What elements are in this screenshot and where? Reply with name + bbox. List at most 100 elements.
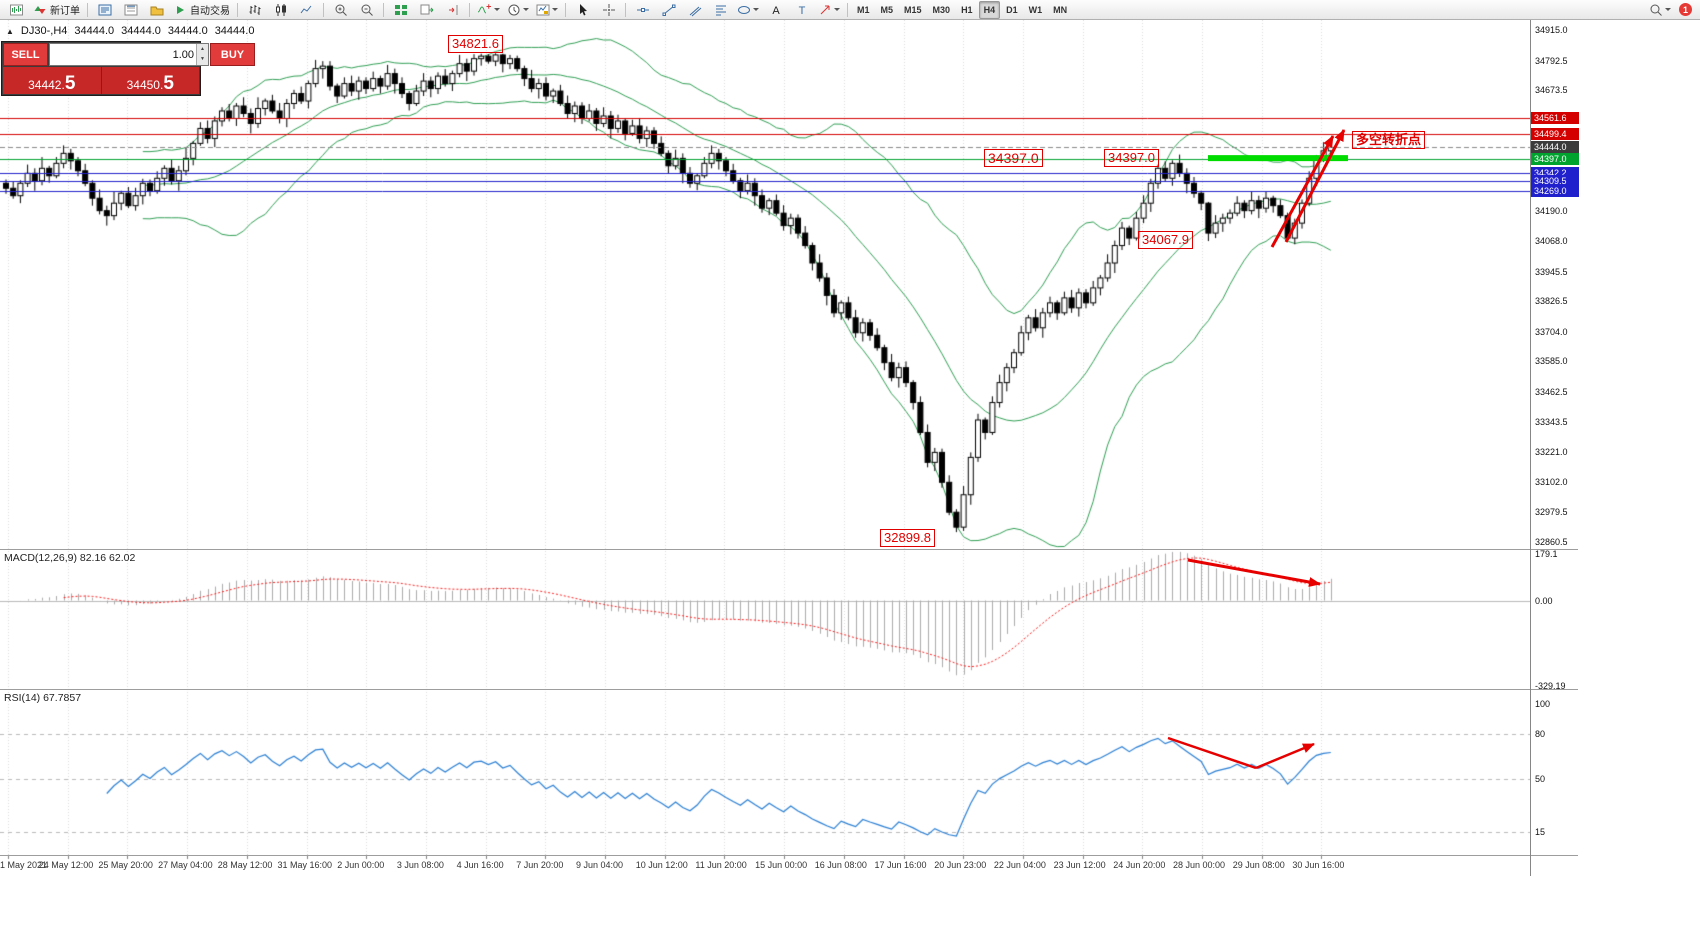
annotation-bottom-price: 32899.8 xyxy=(880,529,935,548)
zoom-out-button[interactable] xyxy=(354,0,379,19)
time-tick-label: 1 May 2021 xyxy=(0,860,48,870)
line-chart-button[interactable] xyxy=(294,0,319,19)
price-level-tag[interactable]: 34444.0 xyxy=(1531,141,1579,154)
periods-button[interactable] xyxy=(504,0,532,19)
channel-button[interactable] xyxy=(682,0,707,19)
time-tick-label: 31 May 16:00 xyxy=(277,860,333,870)
buy-price: 34450. 5 xyxy=(101,67,199,94)
price-chart-canvas[interactable] xyxy=(0,20,1530,876)
buy-button[interactable]: BUY xyxy=(210,43,255,66)
price-tick-label: 32979.5 xyxy=(1535,507,1568,518)
time-tick-label: 11 Jun 20:00 xyxy=(695,860,747,870)
dropdown-caret-icon xyxy=(834,8,840,11)
data-window-button[interactable] xyxy=(118,0,143,19)
toolbar-separator xyxy=(625,2,626,17)
price-level-tag[interactable]: 34499.4 xyxy=(1531,127,1579,140)
timeframe-mn-button[interactable]: MN xyxy=(1053,4,1068,15)
candlestick-chart-button[interactable] xyxy=(268,0,293,19)
rsi-indicator-label: RSI(14) 67.7857 xyxy=(4,692,82,704)
crosshair-button[interactable] xyxy=(596,0,621,19)
svg-text:A: A xyxy=(772,5,780,17)
templates-button[interactable] xyxy=(533,0,561,19)
horizontal-line-button[interactable] xyxy=(630,0,655,19)
ohlc-close: 34444.0 xyxy=(214,25,255,37)
new-order-button[interactable]: 新订单 xyxy=(30,0,83,19)
time-tick-label: 17 Jun 16:00 xyxy=(874,860,927,870)
price-level-tag[interactable]: 34397.0 xyxy=(1531,153,1579,166)
price-tick-label: 33704.0 xyxy=(1535,326,1568,337)
price-tick-label: 33343.5 xyxy=(1535,416,1568,427)
price-level-tag[interactable]: 34561.6 xyxy=(1531,112,1579,125)
autotrading-button[interactable]: 自动交易 xyxy=(170,0,233,19)
timeframe-h1-button[interactable]: H1 xyxy=(961,4,973,15)
time-tick-label: 9 Jun 04:00 xyxy=(576,860,624,870)
timeframe-h4-button[interactable]: H4 xyxy=(978,0,1001,19)
pane-separator[interactable] xyxy=(0,689,1578,690)
dropdown-caret-icon xyxy=(552,8,558,11)
sell-button[interactable]: SELL xyxy=(3,43,48,66)
timeframe-d1-button[interactable]: D1 xyxy=(1006,4,1018,15)
rsi-axis-label: 80 xyxy=(1535,729,1546,739)
volume-input[interactable] xyxy=(50,44,196,65)
price-tick-label: 33221.0 xyxy=(1535,447,1568,458)
zoom-in-button[interactable] xyxy=(328,0,353,19)
timeframe-m5-button[interactable]: M5 xyxy=(880,4,894,15)
ohlc-open: 34444.0 xyxy=(74,25,115,37)
volume-field: ▲ ▼ xyxy=(49,43,209,66)
time-tick-label: 29 Jun 08:00 xyxy=(1232,860,1285,870)
time-tick-label: 22 Jun 04:00 xyxy=(993,860,1046,870)
rsi-axis-label: 50 xyxy=(1535,774,1546,784)
search-button[interactable] xyxy=(1646,0,1674,19)
price-tick-label: 33826.5 xyxy=(1535,296,1568,307)
toolbar: 新订单 自动交易 A T M1 M5 M15 M30 H1 H4 D1 W1 M… xyxy=(0,0,1700,20)
price-tick-label: 34915.0 xyxy=(1535,25,1568,35)
time-tick-label: 30 Jun 16:00 xyxy=(1292,860,1345,870)
time-axis[interactable]: 1 May 2021 24 May 12:00 25 May 20:00 27 May… xyxy=(0,859,1578,876)
market-watch-button[interactable] xyxy=(92,0,117,19)
new-chart-button[interactable] xyxy=(4,0,29,19)
price-tick-label: 33102.0 xyxy=(1535,476,1568,487)
annotation-level-left: 34397.0 xyxy=(984,149,1043,168)
text-button[interactable]: A xyxy=(763,0,788,19)
time-tick-label: 3 Jun 08:00 xyxy=(396,860,444,870)
price-level-tag[interactable]: 34309.5 xyxy=(1531,174,1579,187)
price-axis[interactable]: 34915.0 34792.5 34673.5 34190.0 34068.0 33945… xyxy=(1530,20,1579,876)
macd-axis-label: -329.19 xyxy=(1535,681,1566,691)
macd-axis-label: 179.1 xyxy=(1535,549,1558,559)
cursor-button[interactable] xyxy=(570,0,595,19)
indicators-button[interactable] xyxy=(474,0,503,19)
price-level-tag[interactable]: 34269.0 xyxy=(1531,184,1579,197)
shapes-button[interactable] xyxy=(734,0,762,19)
timeframe-m15-button[interactable]: M15 xyxy=(904,4,922,15)
time-tick-label: 28 May 12:00 xyxy=(217,860,273,870)
volume-up-button[interactable]: ▲ xyxy=(197,44,208,55)
fibonacci-button[interactable] xyxy=(708,0,733,19)
one-click-toggle-icon[interactable]: ▲ xyxy=(6,26,14,36)
dropdown-caret-icon xyxy=(494,8,500,11)
bar-chart-button[interactable] xyxy=(242,0,267,19)
notifications-badge[interactable]: 1 xyxy=(1679,3,1692,16)
price-tick-label: 34792.5 xyxy=(1535,55,1568,66)
time-tick-label: 16 Jun 08:00 xyxy=(814,860,867,870)
text-label-button[interactable]: T xyxy=(789,0,814,19)
chart-shift-button[interactable] xyxy=(440,0,465,19)
timeframe-w1-button[interactable]: W1 xyxy=(1028,4,1043,15)
time-tick-label: 15 Jun 00:00 xyxy=(755,860,808,870)
price-tick-label: 34673.5 xyxy=(1535,85,1568,96)
time-tick-label: 24 May 12:00 xyxy=(38,860,94,870)
new-order-label: 新订单 xyxy=(50,6,80,17)
arrows-button[interactable] xyxy=(815,0,843,19)
ohlc-low: 34444.0 xyxy=(167,25,208,37)
ohlc-high: 34444.0 xyxy=(121,25,161,37)
price-tick-label: 34190.0 xyxy=(1535,205,1568,216)
time-tick-label: 20 Jun 23:00 xyxy=(934,860,987,870)
timeframe-m1-button[interactable]: M1 xyxy=(857,4,870,15)
tile-windows-button[interactable] xyxy=(388,0,413,19)
timeframe-m30-button[interactable]: M30 xyxy=(932,4,951,15)
navigator-button[interactable] xyxy=(144,0,169,19)
trendline-button[interactable] xyxy=(656,0,681,19)
volume-down-button[interactable]: ▼ xyxy=(197,54,208,65)
pane-separator[interactable] xyxy=(0,549,1578,550)
auto-scroll-button[interactable] xyxy=(414,0,439,19)
one-click-trading-panel: SELL ▲ ▼ BUY 34442. 5 34450. 5 xyxy=(1,41,255,96)
